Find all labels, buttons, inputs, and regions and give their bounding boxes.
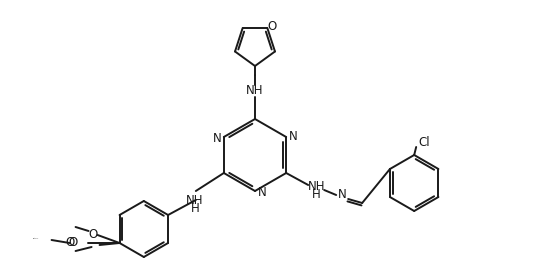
Text: O: O [68,236,77,250]
Text: O: O [88,227,97,240]
Text: N: N [213,131,221,144]
Text: O: O [268,19,277,32]
Text: N: N [257,185,266,198]
Text: NH: NH [308,181,325,193]
Text: O: O [65,236,74,250]
Text: N: N [289,130,297,143]
Text: methoxy: methoxy [33,237,38,239]
Text: H: H [312,189,320,202]
Text: NH: NH [246,85,264,98]
Text: Cl: Cl [418,135,430,148]
Text: H: H [191,202,199,214]
Text: N: N [338,189,347,202]
Text: NH: NH [186,193,203,206]
